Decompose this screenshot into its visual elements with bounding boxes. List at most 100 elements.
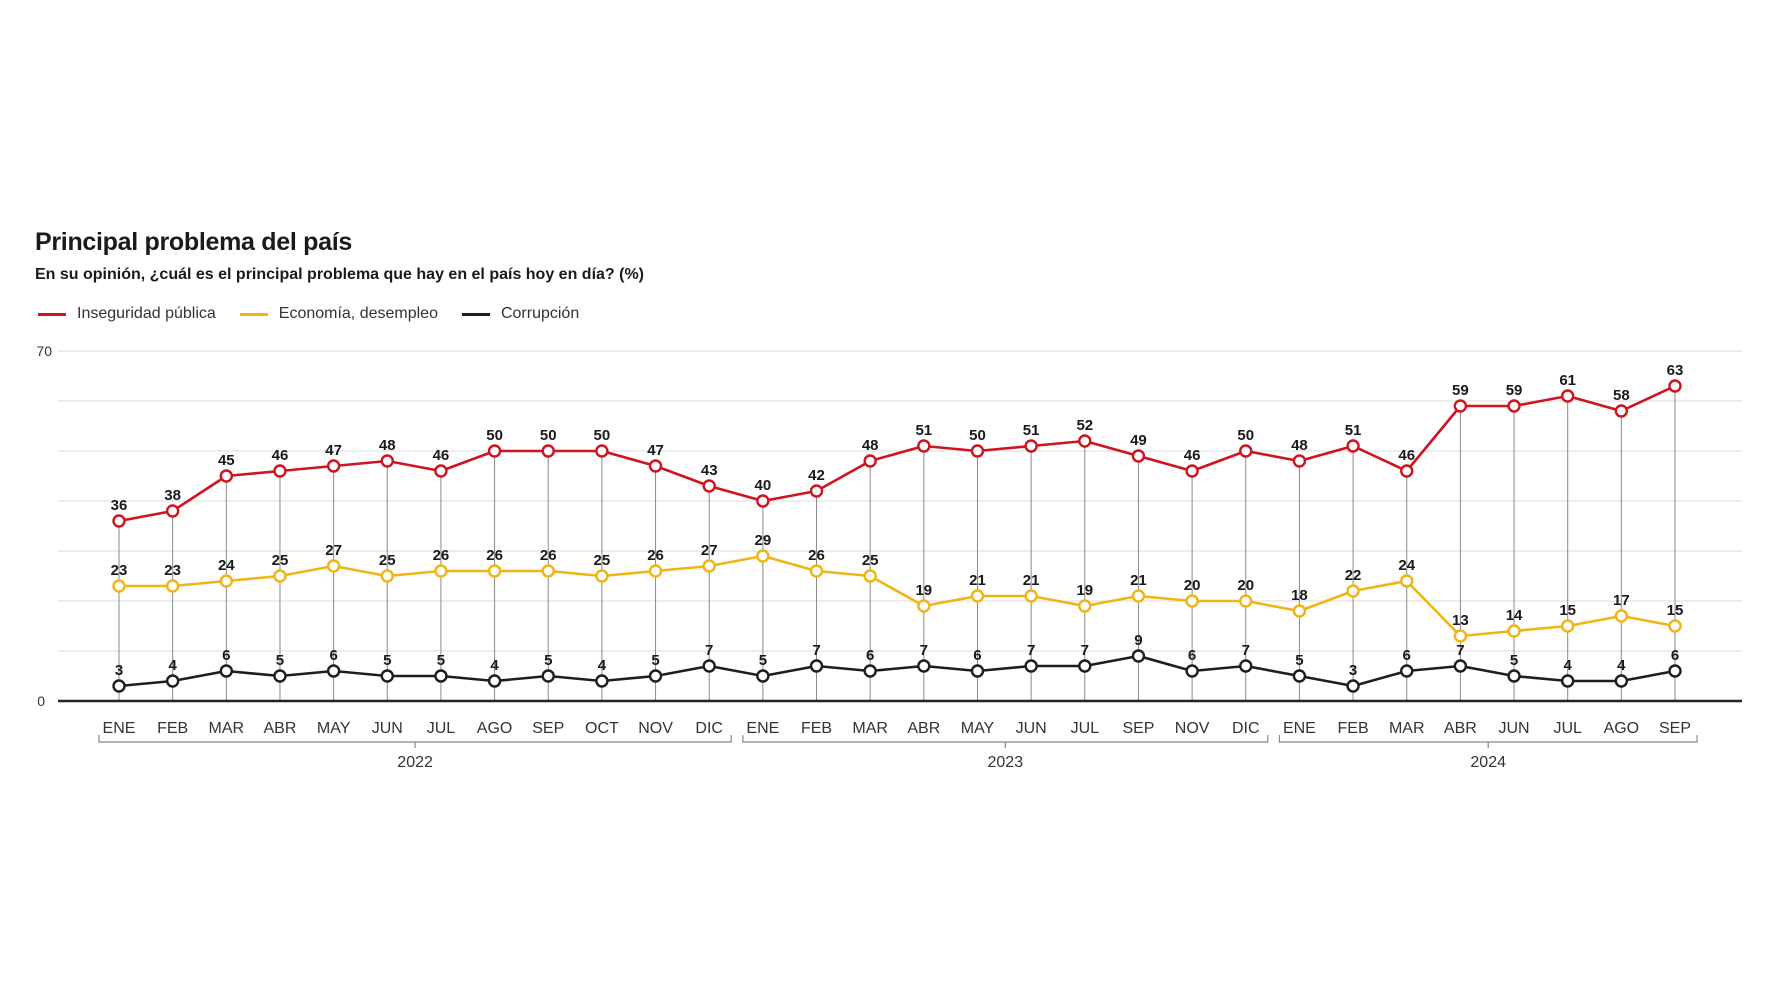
data-label: 4: [168, 657, 177, 674]
data-label: 48: [862, 437, 879, 454]
legend-label: Inseguridad pública: [77, 305, 216, 322]
x-tick-label: FEB: [801, 720, 832, 737]
data-label: 7: [812, 642, 820, 659]
x-tick-label: MAR: [209, 720, 245, 737]
data-label: 5: [276, 652, 284, 669]
data-label: 7: [920, 642, 928, 659]
data-label: 47: [647, 442, 664, 459]
data-label: 22: [1345, 567, 1362, 584]
data-point: [863, 664, 877, 678]
x-tick-label: ENE: [1283, 720, 1316, 737]
x-tick-label: JUL: [1553, 720, 1582, 737]
data-point: [1131, 589, 1146, 603]
data-label: 58: [1613, 387, 1630, 404]
legend-swatch-red: [38, 312, 66, 316]
x-tick-label: ABR: [264, 720, 297, 737]
chart-title: Principal problema del país: [35, 228, 352, 256]
data-point: [434, 464, 448, 478]
data-point: [648, 564, 663, 578]
data-point: [541, 564, 555, 578]
data-point: [112, 514, 126, 528]
data-label: 13: [1452, 612, 1469, 629]
data-label: 7: [705, 642, 713, 659]
data-label: 4: [1617, 657, 1626, 674]
x-tick-label: JUL: [427, 720, 456, 737]
data-point: [1078, 434, 1092, 448]
series: [112, 379, 1682, 693]
data-label: 6: [1188, 647, 1196, 664]
data-label: 4: [1564, 657, 1573, 674]
data-point: [326, 459, 341, 473]
data-label: 15: [1667, 602, 1684, 619]
x-tick-label: JUL: [1071, 720, 1100, 737]
data-label: 50: [1237, 427, 1254, 444]
data-label: 46: [433, 447, 450, 464]
x-tick-label: FEB: [157, 720, 188, 737]
data-point: [756, 669, 770, 683]
data-label: 51: [915, 422, 932, 439]
data-point: [219, 574, 234, 588]
data-label: 3: [115, 662, 123, 679]
data-label: 25: [862, 552, 879, 569]
data-label: 5: [1510, 652, 1518, 669]
data-point: [1400, 664, 1414, 678]
data-label: 19: [915, 582, 932, 599]
x-tick-label: JUN: [372, 720, 403, 737]
legend-label: Economía, desempleo: [278, 305, 438, 322]
x-tick-label: MAY: [317, 720, 351, 737]
legend-label: Corrupción: [500, 305, 580, 322]
data-point: [1078, 599, 1092, 613]
data-label: 20: [1237, 577, 1254, 594]
data-label: 36: [111, 497, 128, 514]
data-point: [1560, 674, 1575, 688]
data-label: 38: [164, 487, 181, 504]
data-point: [917, 439, 931, 453]
x-tick-label: SEP: [1659, 720, 1691, 737]
data-label: 25: [272, 552, 289, 569]
data-point: [1507, 669, 1521, 683]
data-point: [434, 564, 448, 578]
data-point: [1668, 619, 1682, 633]
data-point: [273, 569, 287, 583]
data-label: 18: [1291, 587, 1308, 604]
data-label: 25: [379, 552, 396, 569]
data-label: 26: [808, 547, 825, 564]
data-point: [487, 444, 502, 458]
data-label: 23: [111, 562, 128, 579]
data-point: [541, 444, 555, 458]
x-tick-label: AGO: [477, 720, 513, 737]
data-point: [970, 589, 985, 603]
x-tick-label: AGO: [1604, 720, 1640, 737]
data-label: 26: [540, 547, 557, 564]
data-label: 50: [594, 427, 611, 444]
data-point: [1400, 464, 1414, 478]
data-point: [112, 579, 126, 593]
data-label: 15: [1559, 602, 1576, 619]
data-label: 24: [218, 557, 235, 574]
data-point: [487, 564, 502, 578]
x-tick-label: MAR: [852, 720, 888, 737]
data-label: 6: [973, 647, 981, 664]
data-point: [1346, 439, 1360, 453]
legend-item-inseguridad: Inseguridad pública: [38, 305, 216, 323]
data-label: 5: [759, 652, 767, 669]
data-point: [970, 664, 985, 678]
y-tick-label: 0: [37, 693, 45, 709]
data-label: 46: [1398, 447, 1415, 464]
data-label: 61: [1559, 372, 1576, 389]
legend: Inseguridad pública Economía, desempleo …: [38, 305, 603, 323]
data-point: [809, 564, 824, 578]
data-label: 21: [1130, 572, 1147, 589]
data-label: 50: [969, 427, 986, 444]
data-label: 7: [1027, 642, 1035, 659]
x-tick-label: ABR: [1444, 720, 1477, 737]
data-point: [648, 459, 663, 473]
data-point: [595, 569, 609, 583]
data-point: [1507, 399, 1521, 413]
data-label: 42: [808, 467, 825, 484]
legend-swatch-black: [461, 312, 490, 316]
data-label: 21: [969, 572, 986, 589]
data-point: [326, 664, 341, 678]
data-point: [112, 679, 126, 693]
data-label: 7: [1242, 642, 1250, 659]
